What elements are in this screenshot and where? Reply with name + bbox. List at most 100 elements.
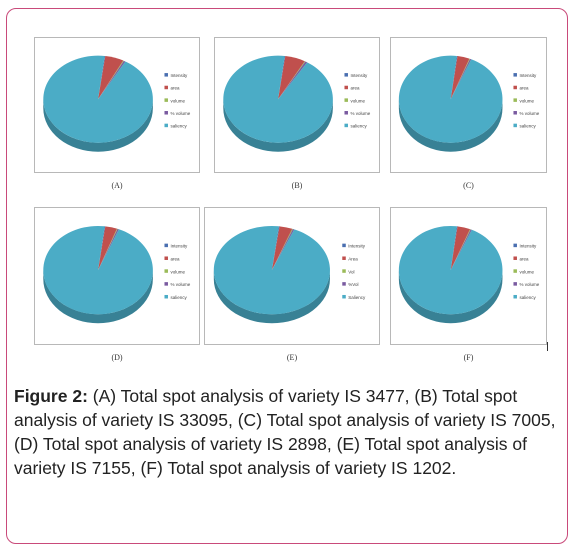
legend-swatch bbox=[344, 123, 348, 128]
caption-label: Figure 2: bbox=[14, 386, 88, 406]
legend-label: saliency bbox=[170, 124, 187, 129]
legend-label: saliency bbox=[170, 295, 187, 300]
pie-depth bbox=[223, 99, 333, 152]
pie-slice-volume bbox=[98, 228, 118, 271]
pie-slice--vol bbox=[271, 228, 295, 271]
pie-slice-volume bbox=[278, 61, 306, 100]
pie-slice-volume bbox=[98, 60, 124, 100]
legend-label: area bbox=[170, 256, 180, 261]
legend-swatch bbox=[164, 282, 168, 286]
pie-slice--volume bbox=[98, 60, 126, 100]
legend-swatch bbox=[513, 269, 517, 273]
pie-chart-panel: Intensity area volume % volume saliency bbox=[390, 207, 547, 345]
pie-slice-saliency bbox=[43, 225, 153, 315]
legend-swatch bbox=[342, 269, 346, 273]
legend-label: Intensity bbox=[519, 73, 537, 78]
pie-slice-saliency bbox=[398, 225, 503, 315]
pie-slice-area bbox=[450, 56, 470, 100]
legend-label: % volume bbox=[519, 111, 539, 116]
legend-label: volume bbox=[350, 98, 365, 103]
pie-slice-intensity bbox=[98, 55, 106, 100]
legend-label: area bbox=[350, 86, 360, 91]
pie-slice--volume bbox=[278, 61, 308, 100]
stray-mark bbox=[547, 342, 548, 351]
pie-depth bbox=[213, 270, 330, 324]
pie-chart-panel: Intensity area volume % volume saliency bbox=[34, 207, 200, 345]
legend-label: Saliency bbox=[348, 295, 366, 300]
legend-swatch bbox=[513, 73, 517, 77]
pie-depth bbox=[43, 270, 153, 324]
legend-label: % volume bbox=[350, 111, 370, 116]
figure-caption: Figure 2: (A) Total spot analysis of var… bbox=[14, 384, 564, 480]
legend-label: area bbox=[170, 86, 180, 91]
legend-swatch bbox=[164, 269, 168, 273]
legend-swatch bbox=[164, 243, 168, 248]
legend-label: % volume bbox=[170, 111, 190, 116]
legend-swatch bbox=[513, 111, 517, 115]
legend-swatch bbox=[164, 256, 168, 260]
legend-swatch bbox=[513, 243, 517, 248]
legend-swatch bbox=[513, 282, 517, 286]
legend-swatch bbox=[513, 98, 517, 102]
legend-label: Area bbox=[348, 256, 358, 261]
legend-label: Intensity bbox=[350, 73, 368, 78]
legend-label: % volume bbox=[170, 282, 190, 287]
pie-chart: Intensity area volume % volume saliency bbox=[223, 55, 371, 152]
legend-swatch bbox=[342, 282, 346, 286]
legend-swatch bbox=[342, 294, 346, 299]
pie-slice-area bbox=[98, 56, 124, 100]
legend-label: Intensity bbox=[170, 73, 188, 78]
pie-slice-volume bbox=[450, 229, 471, 271]
pie-slice-volume bbox=[450, 58, 471, 100]
legend-label: saliency bbox=[350, 124, 367, 129]
legend-label: %Vol bbox=[348, 282, 358, 287]
pie-depth bbox=[398, 270, 503, 324]
legend-swatch bbox=[513, 294, 517, 299]
pie-slice-intensity bbox=[271, 226, 280, 271]
legend-swatch bbox=[513, 256, 517, 260]
pie-slice-saliency bbox=[43, 55, 153, 143]
panel-label: (B) bbox=[291, 181, 303, 190]
pie-chart-panel: Intensity Area Vol %Vol Saliency bbox=[204, 207, 380, 345]
panel-label: (A) bbox=[111, 181, 123, 190]
pie-chart: Intensity area volume % volume saliency bbox=[398, 225, 540, 324]
pie-slice-area bbox=[98, 226, 117, 271]
pie-slice-saliency bbox=[223, 55, 333, 143]
legend-label: volume bbox=[519, 269, 534, 274]
legend-swatch bbox=[513, 123, 517, 128]
pie-slice--volume bbox=[450, 58, 472, 100]
legend-swatch bbox=[164, 98, 168, 102]
panel-label: (C) bbox=[463, 181, 474, 190]
caption-text: (A) Total spot analysis of variety IS 34… bbox=[14, 386, 556, 478]
legend-swatch bbox=[164, 294, 168, 299]
pie-chart-panel: Intensity area volume % volume saliency bbox=[34, 37, 200, 173]
legend-swatch bbox=[344, 85, 348, 90]
pie-slice--volume bbox=[98, 228, 119, 271]
legend-label: % volume bbox=[519, 282, 539, 287]
pie-depth bbox=[398, 99, 503, 152]
legend-swatch bbox=[513, 85, 517, 90]
legend-swatch bbox=[164, 123, 168, 128]
pie-slice-area bbox=[271, 226, 293, 271]
panel-label: (E) bbox=[286, 353, 298, 362]
legend-swatch bbox=[342, 243, 346, 248]
pie-chart: Intensity area volume % volume saliency bbox=[43, 55, 191, 152]
pie-slice-area bbox=[278, 56, 305, 100]
pie-chart: Intensity Area Vol %Vol Saliency bbox=[213, 225, 366, 324]
panel-label: (F) bbox=[463, 353, 474, 362]
legend-label: area bbox=[519, 256, 529, 261]
pie-slice-intensity bbox=[278, 55, 286, 100]
pie-slice-area bbox=[450, 226, 471, 271]
legend-label: area bbox=[519, 86, 529, 91]
legend-label: Intensity bbox=[348, 244, 366, 249]
pie-slice-intensity bbox=[450, 226, 458, 271]
pie-chart: Intensity area volume % volume saliency bbox=[43, 225, 191, 324]
pie-chart: Intensity area volume % volume saliency bbox=[398, 55, 540, 152]
legend-label: Intensity bbox=[170, 244, 188, 249]
legend-label: volume bbox=[170, 269, 185, 274]
legend-label: Intensity bbox=[519, 244, 537, 249]
legend-swatch bbox=[344, 111, 348, 115]
legend-label: saliency bbox=[519, 124, 536, 129]
pie-slice-vol bbox=[271, 228, 293, 271]
legend-swatch bbox=[164, 85, 168, 90]
